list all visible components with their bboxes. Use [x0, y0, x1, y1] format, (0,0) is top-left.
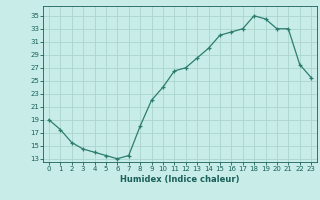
X-axis label: Humidex (Indice chaleur): Humidex (Indice chaleur) [120, 175, 240, 184]
